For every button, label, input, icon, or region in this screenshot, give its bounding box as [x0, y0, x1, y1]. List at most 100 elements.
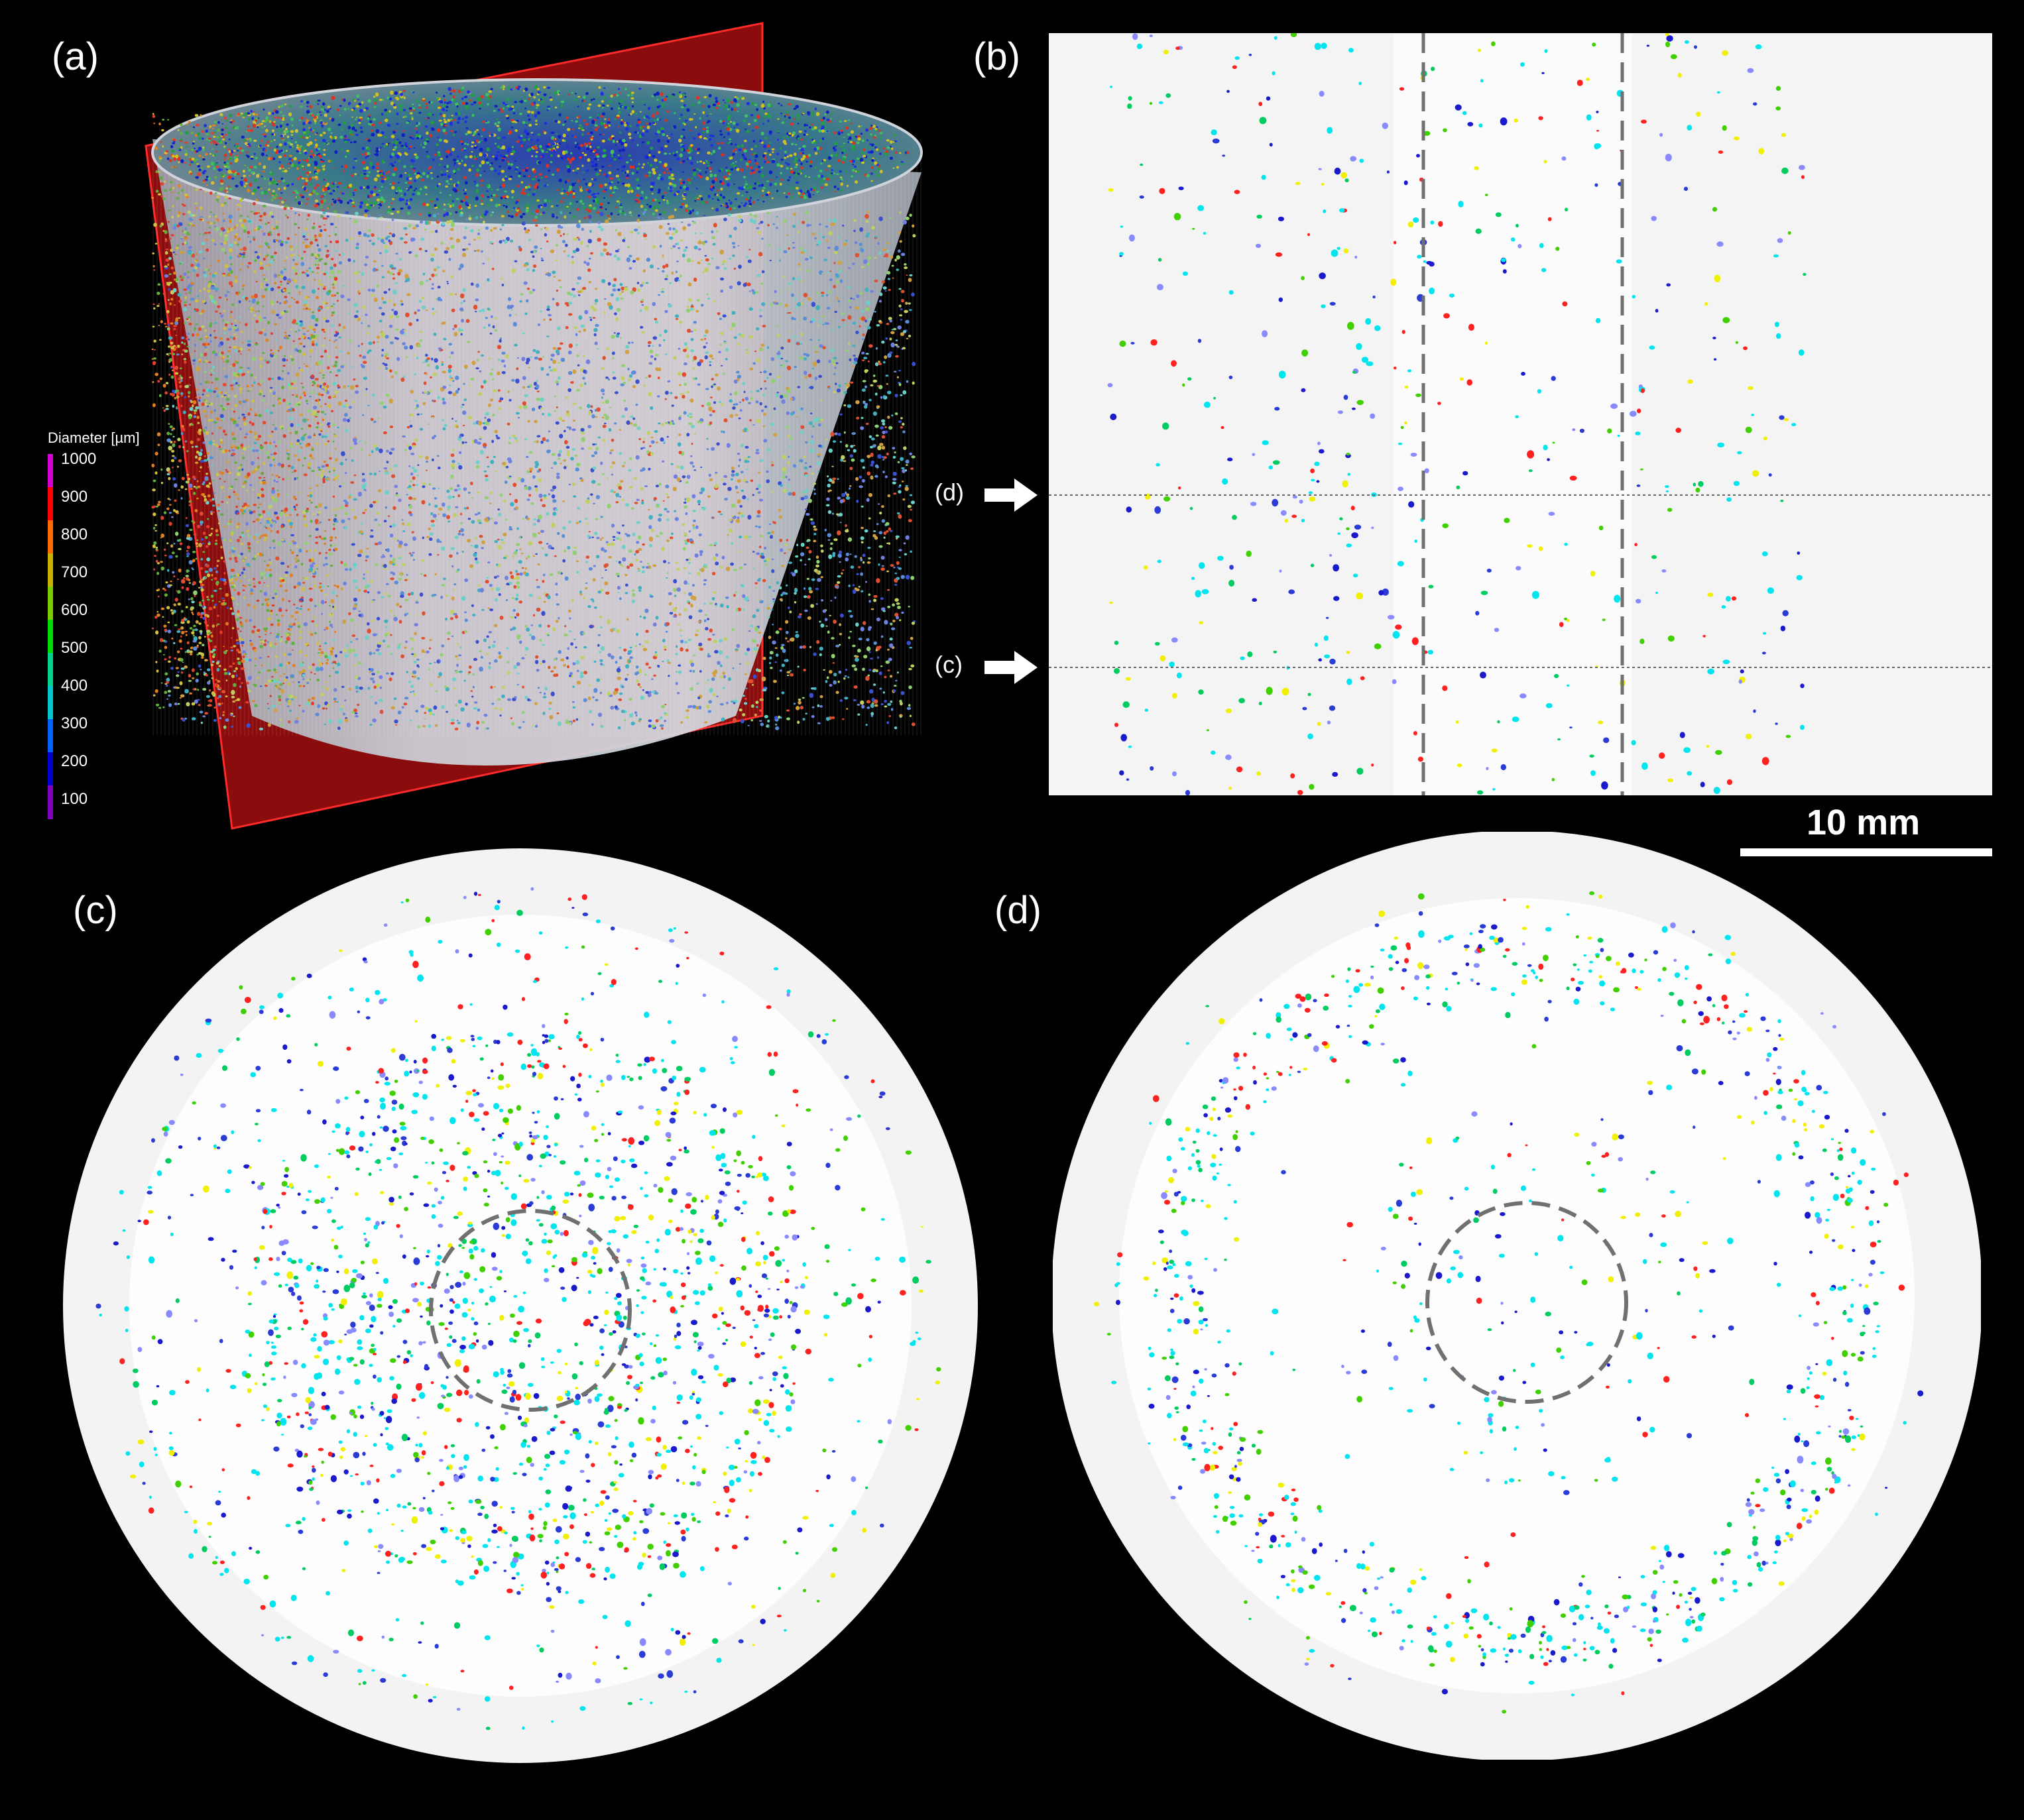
particle — [273, 547, 276, 549]
particle — [349, 446, 353, 449]
particle — [522, 332, 525, 335]
particle — [577, 290, 582, 294]
particle — [183, 272, 187, 276]
particle — [804, 357, 807, 361]
particle — [780, 484, 784, 487]
particle — [242, 225, 247, 230]
particle — [864, 529, 868, 533]
particle — [428, 483, 432, 486]
particle — [486, 577, 489, 579]
particle — [902, 219, 907, 225]
particle — [900, 394, 903, 396]
particle — [591, 454, 595, 457]
particle — [833, 284, 836, 288]
particle — [795, 555, 799, 558]
particle — [648, 374, 652, 378]
particle — [434, 504, 438, 508]
particle — [747, 679, 751, 683]
particle — [167, 630, 172, 634]
particle — [893, 689, 896, 693]
particle — [272, 391, 276, 395]
particle — [528, 239, 532, 241]
particle — [758, 709, 762, 712]
particle — [524, 647, 529, 651]
particle — [711, 597, 715, 600]
particle — [818, 233, 821, 235]
particle — [249, 484, 253, 486]
particle — [481, 308, 485, 312]
particle — [782, 488, 787, 493]
particle — [666, 577, 668, 579]
particle — [463, 424, 465, 427]
particle — [373, 298, 378, 302]
particle — [223, 526, 227, 528]
particle — [695, 525, 699, 530]
particle — [521, 221, 526, 226]
particle — [887, 605, 891, 608]
particle — [288, 416, 294, 420]
particle — [239, 347, 243, 351]
particle — [898, 249, 901, 253]
particle — [758, 223, 761, 225]
particle — [667, 223, 670, 225]
particle — [406, 426, 410, 429]
particle — [176, 353, 180, 356]
particle — [358, 235, 361, 237]
particle — [289, 564, 292, 566]
particle — [227, 394, 230, 397]
particle — [223, 539, 227, 541]
particle — [191, 717, 196, 720]
particle — [590, 493, 593, 496]
particle — [331, 591, 335, 595]
particle — [827, 533, 832, 538]
particle — [298, 329, 300, 331]
particle — [576, 223, 581, 229]
particle — [485, 226, 489, 230]
particle — [541, 259, 544, 262]
particle — [497, 345, 502, 349]
particle — [246, 489, 249, 492]
particle — [623, 648, 627, 652]
particle — [291, 508, 295, 512]
particle — [758, 545, 762, 549]
particle — [229, 355, 231, 358]
particle — [630, 415, 634, 418]
particle — [214, 603, 217, 606]
particle — [894, 370, 897, 372]
particle — [745, 351, 749, 355]
particle — [474, 557, 478, 561]
particle — [289, 694, 294, 699]
particle — [881, 280, 885, 284]
particle — [819, 653, 822, 656]
particle — [538, 357, 543, 361]
particle — [548, 701, 552, 705]
particle — [874, 310, 876, 313]
particle — [198, 451, 203, 457]
particle — [521, 357, 526, 361]
particle — [374, 542, 379, 545]
particle — [788, 492, 792, 496]
particle — [637, 288, 640, 292]
particle — [426, 392, 428, 394]
particle — [795, 634, 800, 638]
particle — [772, 598, 775, 600]
particle — [756, 390, 760, 392]
particle — [433, 593, 437, 597]
particle — [529, 384, 532, 387]
particle — [870, 714, 874, 717]
particle — [276, 530, 280, 534]
particle — [200, 669, 202, 671]
particle — [689, 687, 693, 691]
particle — [806, 540, 809, 542]
particle — [597, 348, 599, 350]
particle — [456, 484, 460, 488]
particle — [492, 413, 495, 417]
particle — [532, 349, 536, 353]
particle — [796, 416, 798, 418]
particle — [545, 273, 548, 276]
particle — [831, 218, 837, 223]
particle — [353, 563, 357, 567]
particle — [587, 268, 591, 272]
particle — [853, 699, 857, 702]
particle — [287, 705, 290, 708]
